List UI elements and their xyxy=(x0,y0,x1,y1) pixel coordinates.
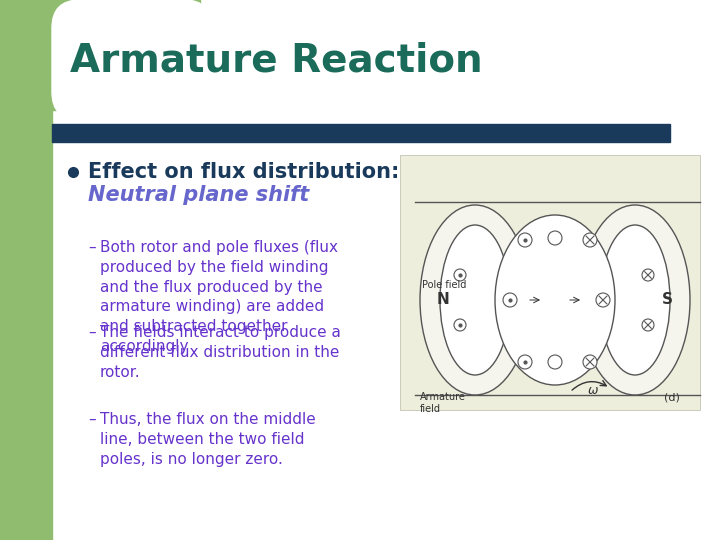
Ellipse shape xyxy=(642,319,654,331)
Text: N: N xyxy=(436,293,449,307)
Ellipse shape xyxy=(580,205,690,395)
Text: The fields interact to produce a
different flux distribution in the
rotor.: The fields interact to produce a differe… xyxy=(100,325,341,380)
Ellipse shape xyxy=(454,319,466,331)
Text: Both rotor and pole fluxes (flux
produced by the field winding
and the flux prod: Both rotor and pole fluxes (flux produce… xyxy=(100,240,338,354)
Ellipse shape xyxy=(600,225,670,375)
Bar xyxy=(0,0,200,110)
Ellipse shape xyxy=(503,293,517,307)
Ellipse shape xyxy=(583,355,597,369)
Text: Neutral plane shift: Neutral plane shift xyxy=(88,185,310,205)
Text: Armature Reaction: Armature Reaction xyxy=(70,41,482,79)
Ellipse shape xyxy=(440,225,510,375)
Bar xyxy=(52,124,670,142)
Ellipse shape xyxy=(548,355,562,369)
Text: Effect on flux distribution:: Effect on flux distribution: xyxy=(88,162,400,182)
Ellipse shape xyxy=(596,293,610,307)
Text: (d): (d) xyxy=(664,392,680,402)
Ellipse shape xyxy=(548,231,562,245)
Ellipse shape xyxy=(642,269,654,281)
Text: S: S xyxy=(662,293,672,307)
Bar xyxy=(400,155,700,410)
Text: Armature
field: Armature field xyxy=(420,392,466,414)
Ellipse shape xyxy=(518,355,532,369)
Text: Thus, the flux on the middle
line, between the two field
poles, is no longer zer: Thus, the flux on the middle line, betwe… xyxy=(100,412,316,467)
Ellipse shape xyxy=(420,205,530,395)
Text: Pole field: Pole field xyxy=(422,280,467,290)
Text: –: – xyxy=(88,240,96,255)
FancyBboxPatch shape xyxy=(52,0,212,120)
Text: $\omega$: $\omega$ xyxy=(587,384,599,397)
Text: –: – xyxy=(88,412,96,427)
Ellipse shape xyxy=(495,215,615,385)
Bar xyxy=(0,0,52,540)
Ellipse shape xyxy=(583,233,597,247)
Ellipse shape xyxy=(454,269,466,281)
Text: –: – xyxy=(88,325,96,340)
Ellipse shape xyxy=(518,233,532,247)
